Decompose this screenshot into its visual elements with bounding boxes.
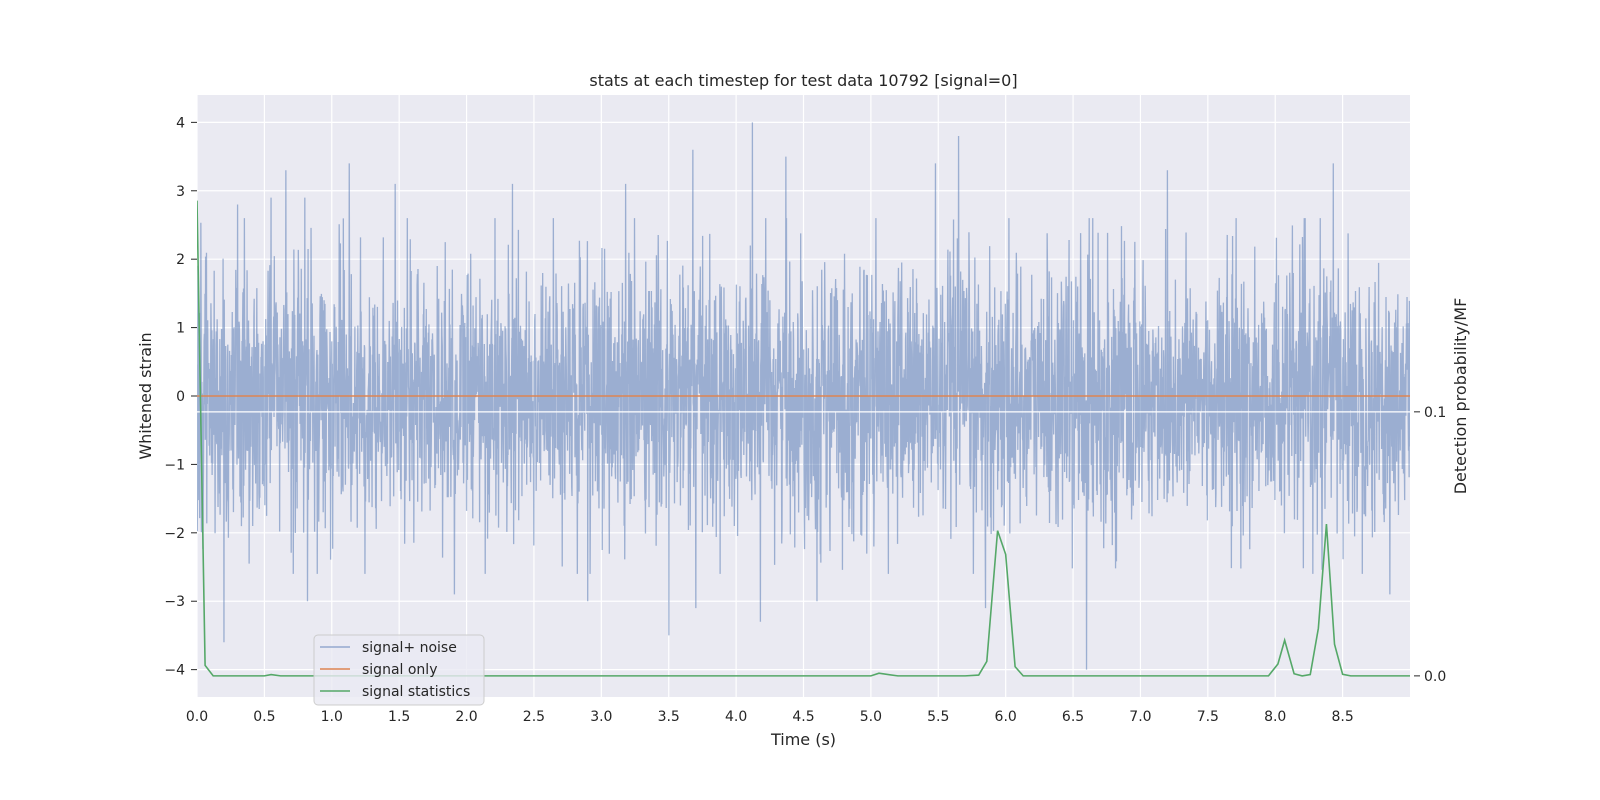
y-tick-label: 1 xyxy=(176,321,185,337)
x-tick-label: 6.5 xyxy=(1062,709,1084,725)
y-tick-label: 3 xyxy=(176,184,185,200)
legend-box xyxy=(313,634,485,706)
x-tick-label: 0.5 xyxy=(253,709,275,725)
x-tick-label: 4.5 xyxy=(792,709,814,725)
y-tick-label: −3 xyxy=(164,594,185,610)
y-tick-label: 4 xyxy=(176,115,185,131)
x-tick-label: 7.5 xyxy=(1197,709,1219,725)
y-tick-label: −1 xyxy=(164,457,185,473)
x-tick-label: 3.5 xyxy=(658,709,680,725)
plot-series xyxy=(197,122,1410,677)
y-tick-label: 0 xyxy=(176,389,185,405)
legend: signal+ noise signal only signal statistic… xyxy=(313,634,485,706)
y-tick-label: −2 xyxy=(164,526,185,542)
x-tick-label: 2.0 xyxy=(455,709,477,725)
x-axis-label: Time (s) xyxy=(770,730,836,749)
x-tick-label: 7.0 xyxy=(1129,709,1151,725)
y-right-tick-label: 0.0 xyxy=(1424,669,1446,685)
x-tick-label: 5.0 xyxy=(860,709,882,725)
axes: 0.0 0.5 1.0 1.5 2.0 2.5 3.0 3.5 4.0 4.5 5.0 5.5 6.0 6… xyxy=(164,115,1446,725)
x-tick-label: 1.0 xyxy=(321,709,343,725)
y-tick-label: −4 xyxy=(164,663,185,679)
y-tick-label: 2 xyxy=(176,252,185,268)
x-tick-label: 3.0 xyxy=(590,709,612,725)
x-tick-label: 5.5 xyxy=(927,709,949,725)
x-tick-label: 6.0 xyxy=(995,709,1017,725)
legend-entry-label: signal only xyxy=(362,662,437,678)
y-axis-label-right: Detection probability/MF xyxy=(1451,298,1470,495)
y-axis-label-left: Whitened strain xyxy=(136,332,155,459)
x-tick-label: 1.5 xyxy=(388,709,410,725)
x-tick-label: 2.5 xyxy=(523,709,545,725)
x-tick-label: 8.0 xyxy=(1264,709,1286,725)
legend-entry-label: signal+ noise xyxy=(362,640,457,656)
y-right-tick-label: 0.1 xyxy=(1424,405,1446,421)
x-tick-label: 0.0 xyxy=(186,709,208,725)
x-tick-label: 4.0 xyxy=(725,709,747,725)
noise-series-line xyxy=(197,122,1410,670)
x-tick-label: 8.5 xyxy=(1331,709,1353,725)
signal-statistics-line xyxy=(197,200,1410,677)
chart-title: stats at each timestep for test data 107… xyxy=(589,71,1017,90)
legend-entry-label: signal statistics xyxy=(362,684,470,700)
